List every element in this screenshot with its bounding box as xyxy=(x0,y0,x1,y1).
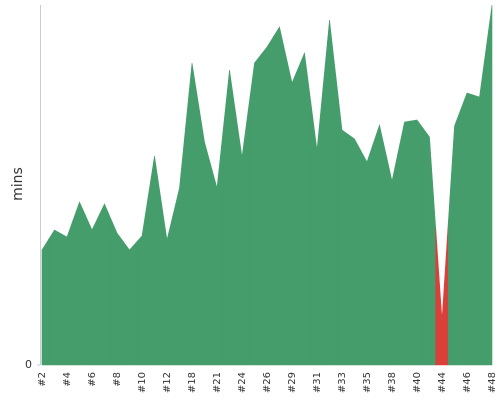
area-segment xyxy=(122,240,137,366)
x-tick-label: #33 xyxy=(337,372,348,393)
area-segment xyxy=(322,19,337,366)
x-tick-label: #44 xyxy=(437,372,448,393)
y-axis-label: mins xyxy=(10,167,26,201)
area-segment xyxy=(110,218,124,366)
area-segment xyxy=(347,133,362,366)
area-segment xyxy=(272,26,287,366)
area-segment xyxy=(197,102,212,366)
x-tick-label: #2 xyxy=(37,372,48,387)
area-segment xyxy=(185,62,199,366)
area-segment xyxy=(397,120,412,366)
area-segment xyxy=(247,54,262,366)
x-tick-label: #31 xyxy=(312,372,323,393)
area-segment xyxy=(97,203,112,366)
x-tick-label: #26 xyxy=(262,372,273,393)
area-segment xyxy=(72,201,87,366)
x-tick-label: #46 xyxy=(462,372,473,393)
area-segment xyxy=(222,69,237,366)
x-tick-label: #21 xyxy=(212,372,223,393)
y-tick-label: 0 xyxy=(25,358,32,371)
area-segment xyxy=(135,195,149,366)
area-segment xyxy=(235,109,249,366)
x-tick-label: #12 xyxy=(162,372,173,393)
area-segment xyxy=(435,222,449,366)
area-segment xyxy=(460,92,474,366)
area-segment xyxy=(260,35,274,366)
area-segment xyxy=(310,84,324,366)
area-segment xyxy=(297,51,312,366)
area-segment xyxy=(422,127,437,366)
x-tick-label: #18 xyxy=(187,372,198,393)
area-segment xyxy=(160,197,174,366)
area-segment xyxy=(385,151,399,366)
area-segment xyxy=(335,74,349,366)
area-segment xyxy=(285,54,299,366)
area-segment xyxy=(472,50,487,366)
area-segment xyxy=(447,109,462,366)
x-tick-label: #29 xyxy=(287,372,298,393)
area-segment xyxy=(85,215,99,366)
x-tick-label: #48 xyxy=(487,372,498,393)
x-tick-label: #10 xyxy=(137,372,148,393)
area-segment xyxy=(485,4,493,366)
x-tick-label: #38 xyxy=(387,372,398,393)
area-segment xyxy=(60,219,74,366)
area-segment xyxy=(172,125,187,366)
area-segment xyxy=(147,155,162,366)
x-tick-label: #8 xyxy=(112,372,123,387)
area-segment xyxy=(47,229,62,366)
area-segment xyxy=(360,143,374,366)
area-segment xyxy=(41,238,49,366)
x-tick-label: #35 xyxy=(362,372,373,393)
x-tick-label: #6 xyxy=(87,372,98,387)
area-segment xyxy=(210,128,224,366)
x-tick-label: #24 xyxy=(237,372,248,393)
x-tick-label: #4 xyxy=(62,372,73,387)
area-segment xyxy=(410,119,424,366)
area-segment xyxy=(372,123,387,366)
x-tick-label: #40 xyxy=(412,372,423,393)
